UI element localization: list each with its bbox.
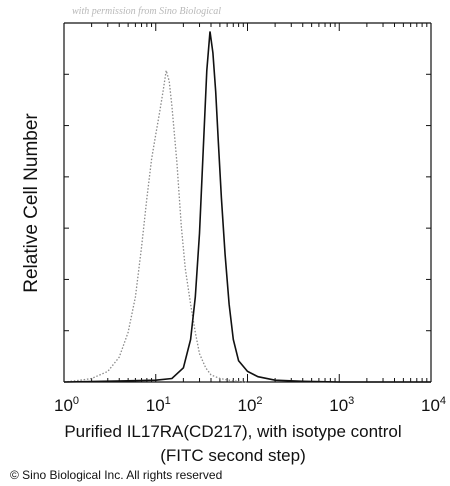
x-axis-label-line1: Purified IL17RA(CD217), with isotype con… <box>64 422 401 441</box>
copyright-text: © Sino Biological Inc. All rights reserv… <box>10 468 222 482</box>
y-axis-label: Relative Cell Number <box>21 113 42 293</box>
x-tick-label: 101 <box>146 395 171 415</box>
il17ra-histogram <box>63 31 431 383</box>
plot-frame <box>63 22 432 383</box>
x-tick-label: 104 <box>421 395 446 415</box>
isotype-control-histogram <box>63 70 248 383</box>
x-axis-tick-labels: 100 101 102 103 104 <box>54 395 446 415</box>
x-axis-ticks <box>63 23 432 382</box>
x-tick-label: 102 <box>238 395 263 415</box>
x-axis-label-line2: (FITC second step) <box>160 446 306 465</box>
y-axis-ticks <box>64 22 431 383</box>
x-tick-label: 103 <box>329 395 354 415</box>
watermark-text: with permission from Sino Biological <box>72 6 221 17</box>
x-tick-label: 100 <box>54 395 79 415</box>
